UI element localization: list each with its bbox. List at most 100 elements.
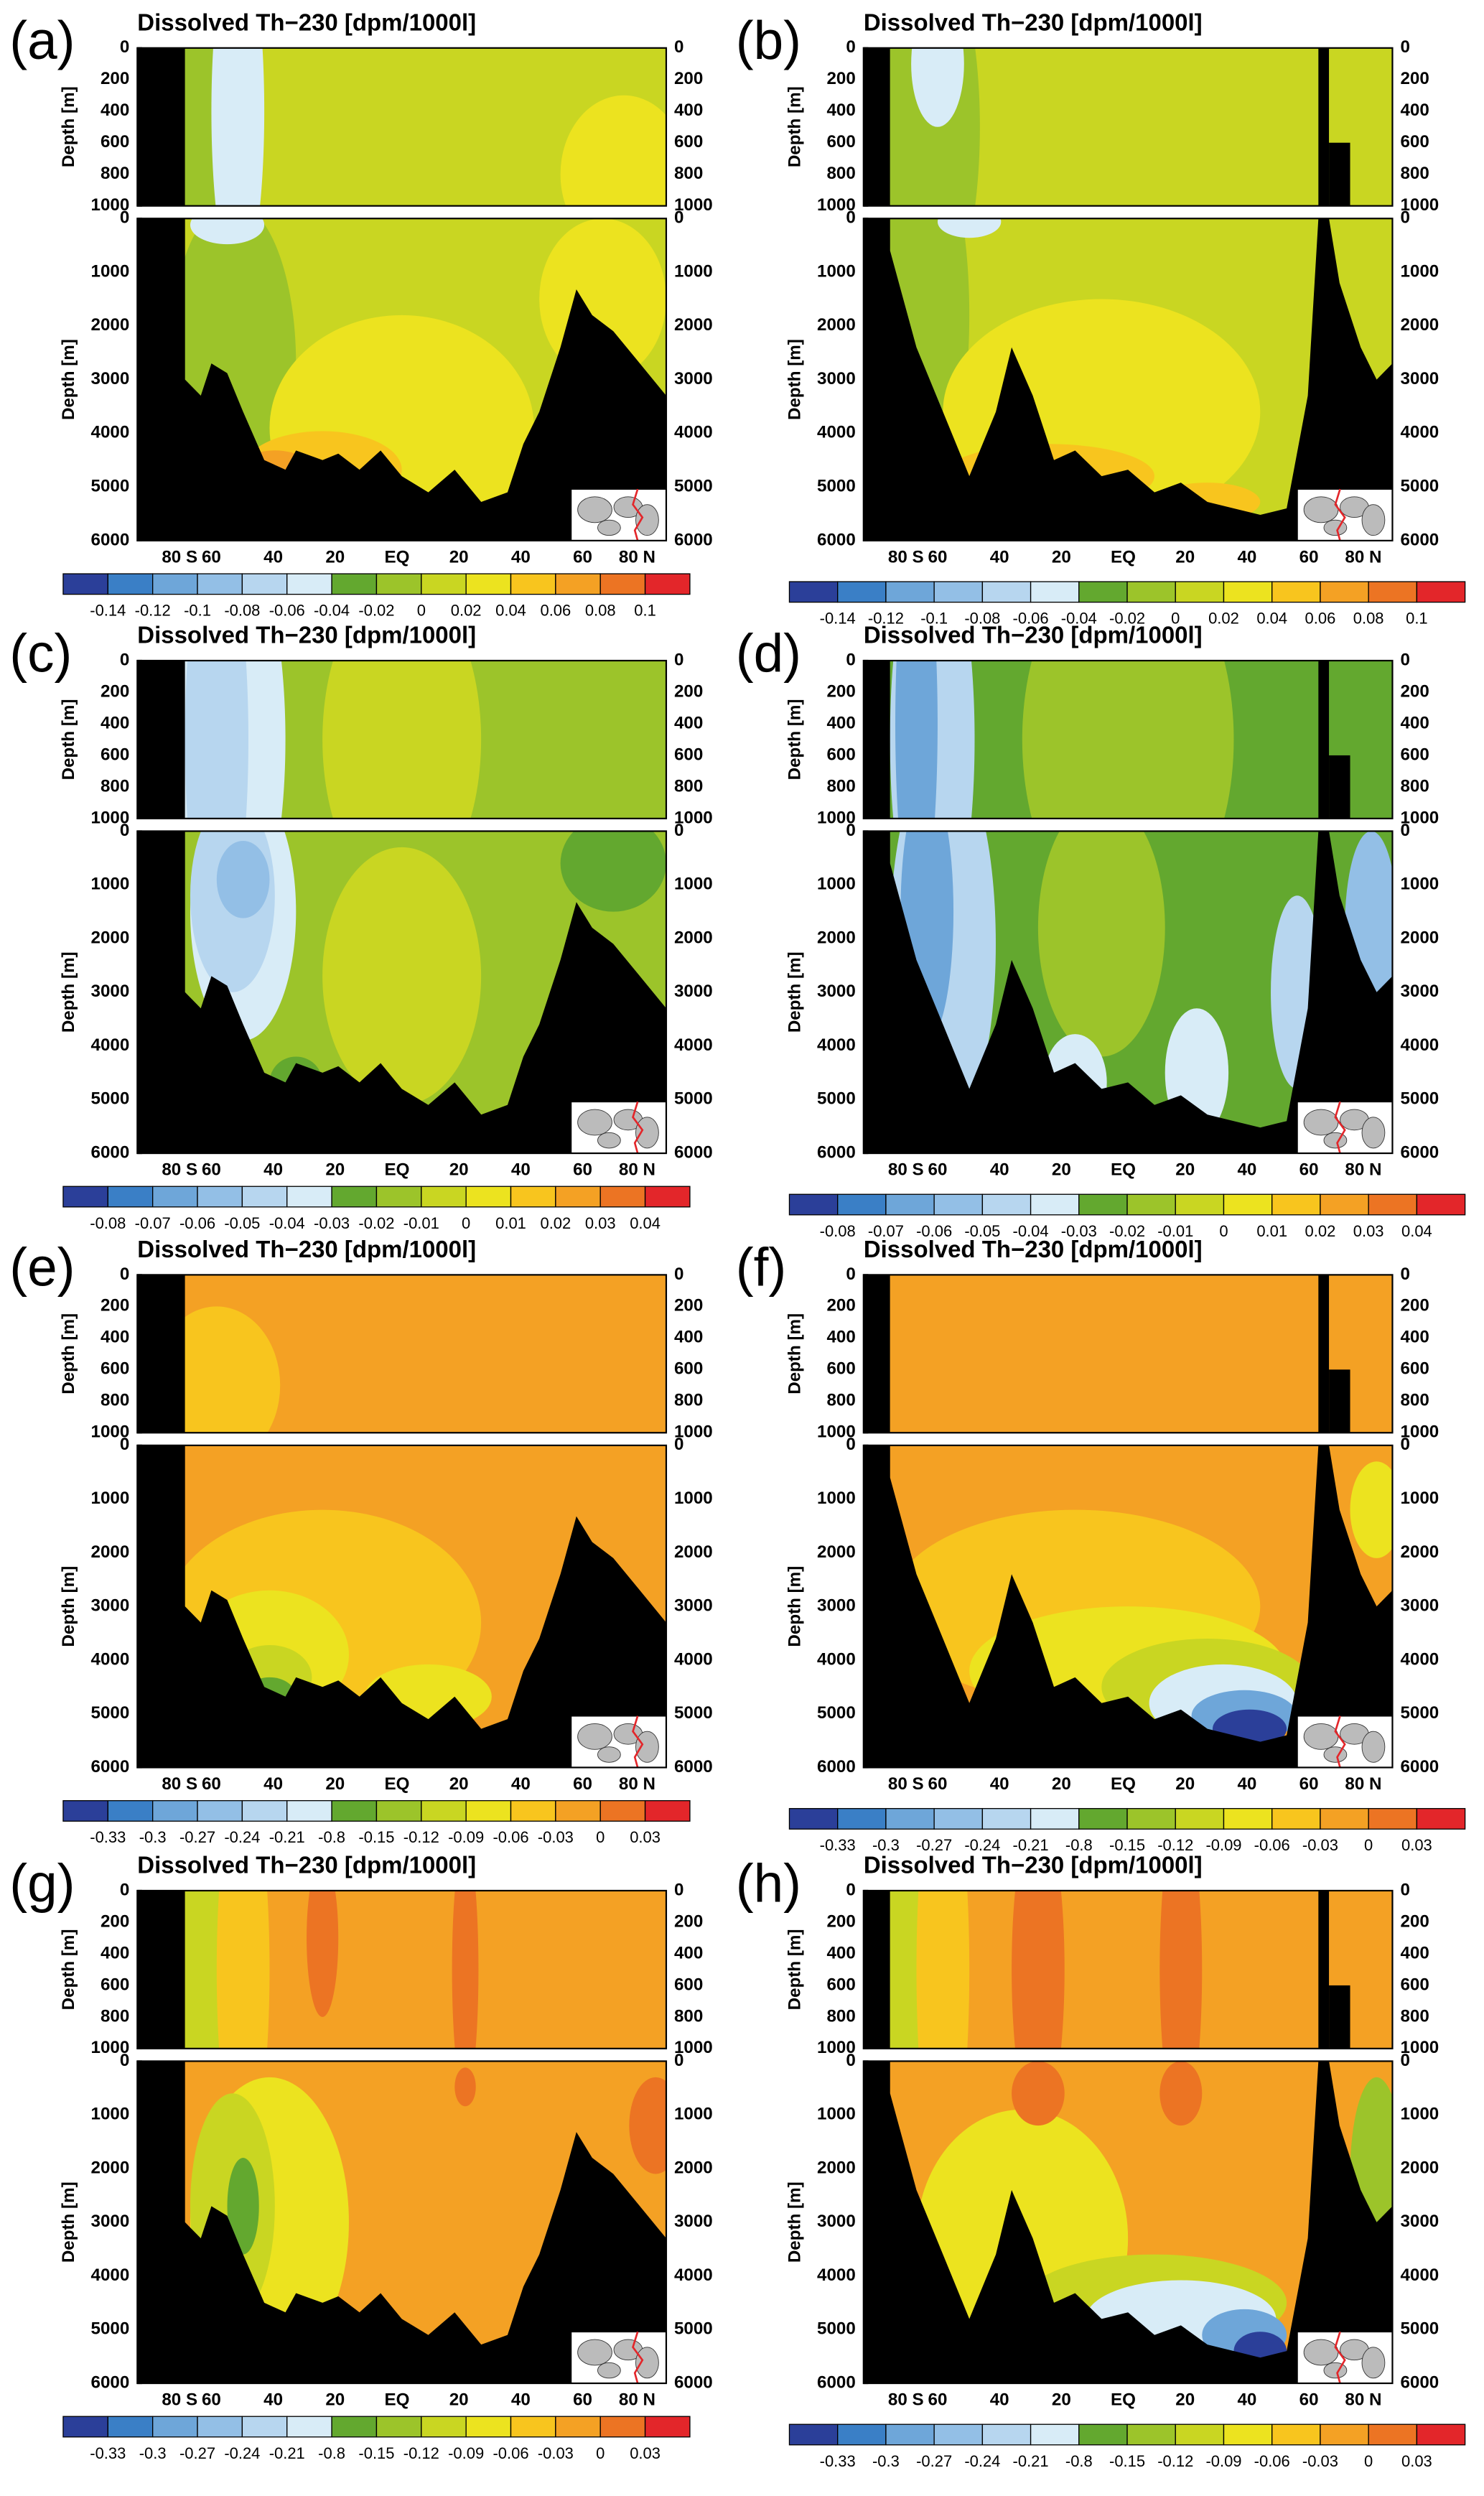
x-tick-label: EQ — [1111, 2390, 1136, 2410]
y-tick-label: 0 — [674, 1880, 683, 1899]
bathymetry — [137, 831, 666, 1154]
y-axis-label: Depth [m] — [785, 951, 805, 1033]
y-tick-label: 0 — [120, 2051, 129, 2070]
contour-region — [452, 1890, 479, 2049]
colorbar-label: -0.8 — [318, 1828, 345, 1846]
colorbar-label: -0.12 — [403, 2444, 439, 2462]
y-tick-label: 0 — [1400, 1880, 1409, 1899]
colorbar-label: -0.09 — [1205, 2452, 1241, 2470]
y-tick-label: 1000 — [91, 2038, 130, 2057]
colorbar-box — [837, 1807, 887, 1830]
colorbar-label: 0.02 — [1305, 1222, 1336, 1240]
y-tick-label: 800 — [1400, 164, 1429, 183]
colorbar-label: -0.24 — [224, 1828, 260, 1846]
colorbar-label: -0.01 — [403, 1214, 439, 1232]
y-tick-label: 3000 — [91, 369, 130, 388]
contour-region — [1037, 831, 1165, 1057]
y-tick-label: 0 — [1400, 1435, 1409, 1454]
y-tick-label: 5000 — [1400, 1703, 1439, 1723]
colorbar-label: -0.06 — [493, 2444, 528, 2462]
colorbar-label: -0.27 — [916, 1836, 952, 1854]
y-axis-label: Depth [m] — [59, 339, 78, 420]
inset-land — [1303, 2339, 1339, 2366]
colorbar-label: -0.15 — [358, 2444, 394, 2462]
colorbar-box — [555, 2416, 601, 2438]
inset-land — [577, 2339, 612, 2366]
panel-label: (g) — [9, 1853, 75, 1913]
colorbar-box — [465, 1186, 512, 1208]
bathymetry — [863, 1445, 1393, 1768]
y-tick-label: 1000 — [817, 1422, 856, 1442]
x-tick-label: 40 — [990, 1160, 1009, 1180]
x-tick-label: 20 — [449, 1160, 469, 1180]
x-tick-label: 80 S — [888, 547, 924, 567]
x-tick-label: 80 N — [619, 1774, 655, 1794]
y-tick-label: 3000 — [1400, 982, 1439, 1001]
y-tick-label: 3000 — [674, 369, 713, 388]
y-tick-label: 6000 — [91, 1757, 130, 1776]
y-tick-label: 400 — [674, 101, 703, 120]
y-tick-label: 600 — [101, 132, 129, 152]
colorbar-label: -0.33 — [820, 1836, 856, 1854]
y-tick-label: 1000 — [674, 261, 713, 281]
y-tick-label: 4000 — [674, 1649, 713, 1669]
x-tick-label: 40 — [1237, 1774, 1256, 1794]
land — [863, 1275, 890, 1433]
y-tick-label: 200 — [674, 1911, 703, 1931]
contour-region — [911, 47, 964, 127]
colorbar-label: 0.03 — [630, 1828, 661, 1846]
colorbar-box — [981, 581, 1032, 603]
y-tick-label: 200 — [826, 1296, 855, 1315]
panel-label: (b) — [736, 10, 801, 70]
colorbar-label: -0.33 — [90, 1828, 126, 1846]
colorbar-box — [599, 1799, 646, 1822]
inset-land — [1361, 1117, 1386, 1149]
panel-label: (f) — [736, 1237, 787, 1298]
contour-field — [137, 2061, 666, 2384]
y-tick-label: 2000 — [1400, 928, 1439, 947]
inset-land — [597, 2362, 621, 2379]
colorbar-box — [1030, 1193, 1080, 1216]
y-tick-label: 6000 — [817, 530, 856, 549]
land — [1329, 142, 1350, 206]
y-tick-label: 600 — [101, 745, 129, 764]
y-tick-label: 4000 — [1400, 2266, 1439, 2285]
y-tick-label: 1000 — [1400, 875, 1439, 894]
colorbar-label: -0.08 — [224, 602, 260, 620]
x-tick-label: 40 — [1237, 1160, 1256, 1180]
colorbar-box — [933, 1807, 984, 1830]
colorbar-box — [375, 573, 422, 595]
colorbar-box — [885, 581, 935, 603]
colorbar-label: -0.06 — [1013, 610, 1049, 628]
y-tick-label: 0 — [846, 1880, 855, 1899]
bathymetry — [137, 1445, 666, 1768]
land — [1318, 47, 1330, 206]
y-tick-label: 0 — [120, 1880, 129, 1899]
colorbar-box — [1271, 1193, 1321, 1216]
x-tick-label: 60 — [928, 547, 948, 567]
contour-region — [307, 1890, 339, 2017]
colorbar-box — [933, 581, 984, 603]
y-tick-label: 0 — [846, 37, 855, 57]
inset-section — [1334, 488, 1346, 541]
colorbar-label: -0.03 — [538, 2444, 574, 2462]
inset-land — [1303, 1109, 1339, 1136]
panel-title: Dissolved Th−230 [dpm/1000l] — [864, 1236, 1203, 1262]
y-tick-label: 5000 — [1400, 1089, 1439, 1109]
y-tick-label: 1000 — [817, 2038, 856, 2057]
colorbar-label: -0.01 — [1157, 1222, 1193, 1240]
inset-land — [1323, 2362, 1348, 2379]
x-tick-label: 40 — [1237, 547, 1256, 567]
inset-land — [577, 496, 612, 523]
contour-field — [137, 1445, 666, 1768]
colorbar-box — [788, 2423, 839, 2446]
y-tick-label: 200 — [1400, 1911, 1429, 1931]
y-tick-label: 0 — [846, 1435, 855, 1454]
y-tick-label: 5000 — [674, 1089, 713, 1109]
y-tick-label: 1000 — [91, 1489, 130, 1508]
y-tick-label: 0 — [674, 1265, 683, 1284]
x-tick-label: 40 — [1237, 2390, 1256, 2410]
colorbar-label: -0.27 — [916, 2452, 952, 2470]
